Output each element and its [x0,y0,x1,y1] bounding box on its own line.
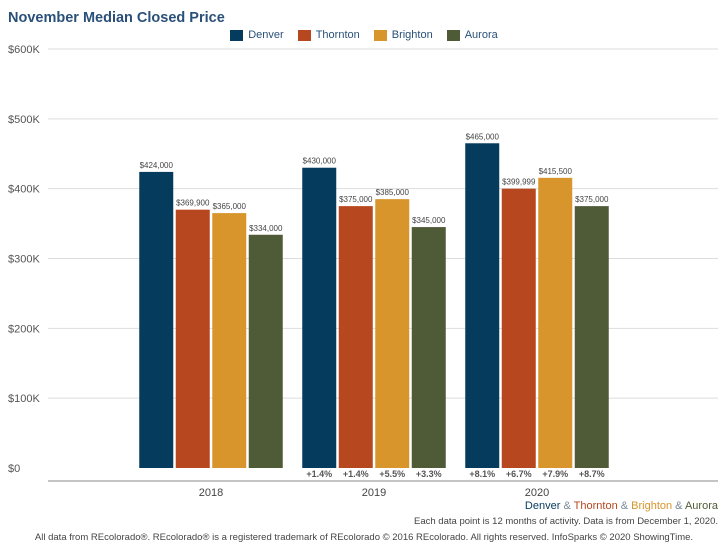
bar-aurora-2018 [248,234,283,468]
copyright-footer: All data from REcolorado®. REcolorado® i… [34,532,694,543]
y-tick-label: $600K [8,44,40,56]
change-label: +1.4% [306,469,332,479]
city-separator: & [617,500,632,512]
bar-brighton-2018 [212,213,247,468]
city-name: Thornton [573,500,618,512]
data-label: $465,000 [466,132,500,141]
legend-label: Thornton [315,29,360,41]
data-label: $375,000 [339,195,373,204]
data-label: $345,000 [412,216,446,225]
data-label: $430,000 [303,157,337,166]
data-label: $424,000 [140,161,174,170]
legend-item-aurora: Aurora [446,29,498,41]
city-name: Aurora [684,500,718,512]
x-tick-label: 2018 [199,487,223,499]
change-label: +3.3% [416,469,442,479]
y-tick-label: $100K [8,393,40,405]
y-tick-label: $400K [8,184,40,196]
city-list: Denver & Thornton & Brighton & Aurora [525,500,718,512]
x-tick-label: 2020 [525,487,549,499]
legend-swatch [373,29,387,41]
data-label: $369,900 [176,199,210,208]
legend-item-thornton: Thornton [297,29,360,41]
y-tick-label: $0 [8,463,20,475]
bar-denver-2020 [465,143,500,468]
bar-denver-2019 [302,167,337,468]
chart-legend: Denver Thornton Brighton Aurora [0,29,728,41]
bar-brighton-2020 [538,177,573,468]
legend-item-denver: Denver [230,29,284,41]
bar-denver-2018 [139,171,174,468]
change-label: +5.5% [379,469,405,479]
data-label: $385,000 [376,188,410,197]
bar-thornton-2018 [175,209,210,468]
legend-item-brighton: Brighton [373,29,433,41]
data-label: $415,500 [539,167,573,176]
y-tick-label: $500K [8,114,40,126]
bar-thornton-2020 [501,188,536,468]
legend-swatch [230,29,244,41]
bar-aurora-2020 [574,206,609,468]
change-label: +1.4% [343,469,369,479]
y-tick-label: $200K [8,323,40,335]
bar-chart: $0 $100K $200K $300K $400K $500K $600K $424,000… [8,44,718,499]
change-label: +8.1% [469,469,495,479]
legend-label: Brighton [391,29,433,41]
y-tick-label: $300K [8,254,40,266]
data-label: $399,999 [502,178,536,187]
legend-label: Aurora [464,29,498,41]
city-separator: & [560,500,574,512]
bar-aurora-2019 [411,227,446,468]
data-label: $375,000 [575,195,609,204]
data-note: Each data point is 12 months of activity… [414,516,718,527]
legend-swatch [446,29,460,41]
chart-title: November Median Closed Price [8,10,225,26]
legend-label: Denver [248,29,284,41]
city-name: Brighton [631,500,673,512]
change-label: +6.7% [506,469,532,479]
bar-brighton-2019 [375,199,410,468]
data-label: $365,000 [213,202,247,211]
data-label: $334,000 [249,224,283,233]
change-label: +8.7% [579,469,605,479]
city-name: Denver [524,500,561,512]
legend-swatch [297,29,311,41]
change-label: +7.9% [542,469,568,479]
x-tick-label: 2019 [362,487,386,499]
city-separator: & [672,500,685,512]
bar-thornton-2019 [338,206,373,468]
